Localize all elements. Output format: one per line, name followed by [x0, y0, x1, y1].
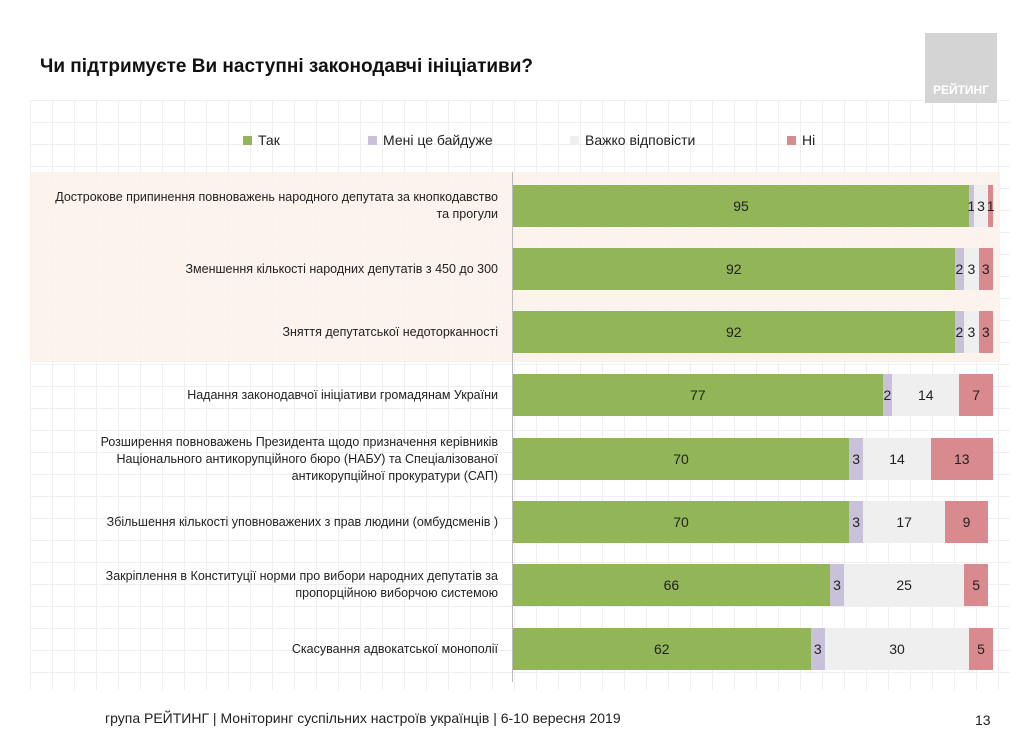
category-label: Надання законодавчої ініціативи громадян… [187, 387, 498, 402]
legend-label: Важко відповісти [585, 132, 696, 148]
legend-label: Мені це байдуже [383, 132, 493, 148]
bar-segment: 70 [513, 438, 849, 480]
category-label: Закріплення в Конституції норми про вибо… [105, 569, 498, 600]
legend-swatch [243, 135, 252, 145]
bar-segment: 2 [882, 374, 893, 416]
page-number: 13 [975, 712, 991, 728]
bar-segment: 14 [863, 438, 931, 480]
bar-row: 62 3 30 5 [513, 628, 993, 670]
bar-row: 70 3 17 9 [513, 501, 989, 543]
bar-segment: 66 [513, 564, 830, 606]
bar-segment: 3 [978, 311, 993, 353]
category-label: Збільшення кількості уповноважених з пра… [106, 514, 498, 529]
bar-segment: 3 [849, 501, 864, 543]
legend-swatch [368, 135, 377, 145]
legend-item: Ні [787, 132, 815, 148]
bar-segment: 9 [944, 501, 989, 543]
bar-segment: 3 [973, 185, 989, 227]
bar-segment: 14 [892, 374, 960, 416]
bar-segment: 5 [964, 564, 989, 606]
logo: РЕЙТИНГ [925, 33, 997, 103]
category-label: Розширення повноважень Президента щодо п… [100, 434, 498, 483]
bar-segment: 3 [964, 311, 979, 353]
legend-swatch [570, 135, 579, 145]
bar-segment: 3 [810, 628, 825, 670]
bar-segment: 2 [954, 311, 965, 353]
bar-segment: 25 [844, 564, 965, 606]
bar-row: 66 3 25 5 [513, 564, 989, 606]
bar-segment: 3 [978, 248, 993, 290]
bar-segment: 1 [968, 185, 975, 227]
bar-segment: 92 [513, 311, 955, 353]
logo-text: РЕЙТИНГ [932, 83, 990, 97]
bar-segment: 77 [513, 374, 883, 416]
category-label: Скасування адвокатської монополії [291, 641, 498, 656]
bar-segment: 5 [968, 628, 993, 670]
bar-row: 70 3 14 13 [513, 438, 993, 480]
legend-label: Ні [802, 132, 816, 148]
bar-segment: 7 [959, 374, 993, 416]
category-label: Зняття депутатської недоторканності [282, 324, 498, 339]
bar-row: 95 1 3 1 [513, 185, 994, 227]
axis-line [512, 172, 513, 682]
bar-segment: 13 [930, 438, 993, 480]
legend-item: Важко відповісти [570, 132, 695, 148]
legend-label: Так [258, 132, 280, 148]
bar-segment: 95 [513, 185, 969, 227]
bar-segment: 62 [513, 628, 811, 670]
category-label: Зменшення кількості народних депутатів з… [185, 261, 499, 276]
bar-row: 92 2 3 3 [513, 311, 993, 353]
bar-segment: 3 [829, 564, 845, 606]
bar-segment: 30 [824, 628, 969, 670]
bar-row: 77 2 14 7 [513, 374, 993, 416]
bar-segment: 17 [863, 501, 945, 543]
bar-segment: 2 [954, 248, 965, 290]
bar-segment: 1 [987, 185, 994, 227]
bar-segment: 70 [513, 501, 849, 543]
page-title: Чи підтримуєте Ви наступні законодавчі і… [40, 56, 534, 77]
legend-swatch [787, 135, 796, 145]
bar-segment: 3 [849, 438, 864, 480]
category-label: Дострокове припинення повноважень народн… [55, 190, 498, 221]
bar-segment: 92 [513, 248, 955, 290]
legend-item: Мені це байдуже [368, 132, 493, 148]
footer: група РЕЙТИНГ | Моніторинг суспільних на… [105, 710, 621, 726]
bar-row: 92 2 3 3 [513, 248, 993, 290]
legend-item: Так [243, 132, 280, 148]
bar-segment: 3 [964, 248, 979, 290]
